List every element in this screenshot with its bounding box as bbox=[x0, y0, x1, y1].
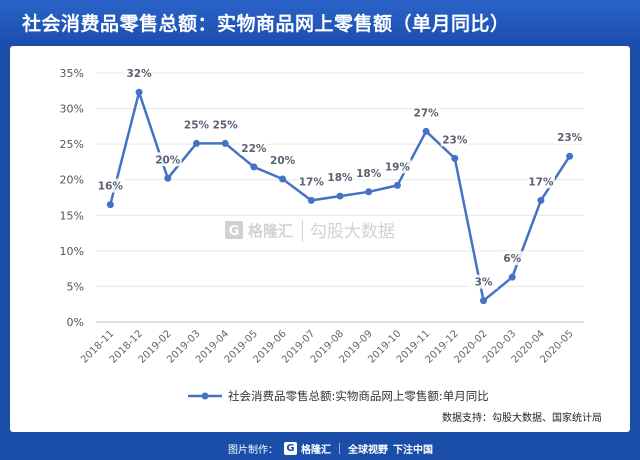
data-point bbox=[508, 273, 516, 281]
legend-label: 社会消费品零售总额:实物商品网上零售额:单月同比 bbox=[228, 389, 489, 403]
data-label: 3% bbox=[475, 277, 493, 289]
x-axis: 2018-112018-122019-022019-032019-042019-… bbox=[79, 328, 576, 365]
watermark-logo-letter: G bbox=[229, 224, 240, 239]
data-label-bg bbox=[211, 117, 240, 132]
data-label-bg bbox=[153, 152, 182, 167]
data-label: 25% bbox=[184, 119, 210, 131]
footer-content: 图片制作： G 格隆汇 全球视野 下注中国 bbox=[228, 440, 433, 456]
y-axis: 0% 5% 10% 15% 20% 25% 30% 35% bbox=[60, 67, 84, 329]
watermark-logo-icon bbox=[225, 221, 243, 239]
data-label: 17% bbox=[299, 176, 325, 188]
data-label: 27% bbox=[414, 107, 440, 119]
data-point bbox=[480, 297, 488, 305]
data-point bbox=[164, 174, 172, 182]
data-label-bg bbox=[440, 132, 469, 147]
data-label: 32% bbox=[126, 68, 152, 80]
data-label: 18% bbox=[356, 168, 382, 180]
series-points bbox=[106, 88, 574, 305]
data-point bbox=[221, 139, 229, 147]
data-label-bg bbox=[498, 251, 527, 266]
y-tick-label: 30% bbox=[60, 103, 84, 116]
data-label-bg bbox=[354, 165, 383, 180]
footer-divider bbox=[339, 442, 340, 454]
data-label: 19% bbox=[385, 161, 411, 173]
data-label: 16% bbox=[98, 181, 124, 193]
data-point bbox=[537, 196, 545, 204]
data-point bbox=[422, 127, 430, 135]
data-label-bg bbox=[96, 178, 125, 193]
data-label: 23% bbox=[557, 132, 583, 144]
data-point bbox=[279, 175, 287, 183]
footer-brand: 格隆汇 bbox=[301, 444, 331, 456]
footer-slogan-b: 下注中国 bbox=[393, 444, 433, 456]
y-tick-label: 20% bbox=[60, 174, 84, 187]
legend-marker-icon bbox=[201, 392, 209, 400]
watermark-divider bbox=[302, 220, 303, 242]
data-label-bg bbox=[268, 153, 297, 168]
data-label-bg bbox=[526, 174, 555, 189]
data-label: 22% bbox=[241, 143, 267, 155]
footer-logo-icon: G bbox=[284, 441, 297, 455]
data-point bbox=[135, 88, 143, 96]
data-point bbox=[106, 201, 114, 209]
data-label: 25% bbox=[213, 119, 239, 131]
footer: 图片制作： G 格隆汇 全球视野 下注中国 bbox=[0, 434, 640, 460]
data-label-bg bbox=[182, 117, 211, 132]
y-tick-label: 25% bbox=[60, 138, 84, 151]
data-label-bg bbox=[555, 130, 584, 145]
chart-panel: 0% 5% 10% 15% 20% 25% 30% 35% 2018-11 2018-12 201… bbox=[10, 46, 630, 432]
y-tick-label: 10% bbox=[60, 245, 84, 258]
y-tick-label: 0% bbox=[67, 316, 84, 329]
y-tick-label: 15% bbox=[60, 209, 84, 222]
data-label-bg bbox=[383, 159, 412, 174]
data-label: 6% bbox=[503, 253, 521, 265]
data-point bbox=[451, 154, 459, 162]
data-label-bg bbox=[412, 105, 441, 120]
source-note: 数据支持：勾股大数据、国家统计局 bbox=[442, 413, 602, 424]
watermark-brand: 格隆汇 bbox=[248, 222, 293, 240]
footer-slogan-a: 全球视野 bbox=[348, 444, 388, 456]
data-point bbox=[566, 152, 574, 160]
data-label: 20% bbox=[270, 155, 296, 167]
data-point bbox=[393, 181, 401, 189]
data-point bbox=[307, 196, 315, 204]
data-label: 20% bbox=[155, 154, 181, 166]
data-label-bg bbox=[326, 170, 354, 185]
data-label: 18% bbox=[327, 172, 353, 184]
title-bar: 社会消费品零售总额：实物商品网上零售额（单月同比） bbox=[0, 0, 640, 44]
watermark-sub: 勾股大数据 bbox=[310, 222, 395, 242]
data-point bbox=[250, 163, 258, 171]
legend: 社会消费品零售总额:实物商品网上零售额:单月同比 bbox=[188, 389, 489, 403]
data-label-bg bbox=[125, 66, 154, 81]
data-point bbox=[365, 188, 373, 196]
data-point bbox=[336, 192, 344, 200]
page-title: 社会消费品零售总额：实物商品网上零售额（单月同比） bbox=[22, 13, 510, 35]
data-label: 23% bbox=[442, 134, 468, 146]
data-labels: 16%32%20%25% 25%22%20%17% 18% 18%19%27%23%3… bbox=[96, 66, 584, 289]
y-tick-label: 5% bbox=[67, 280, 84, 293]
watermark: G 格隆汇 勾股大数据 bbox=[225, 220, 395, 242]
y-tick-label: 35% bbox=[60, 67, 84, 80]
data-label: 17% bbox=[528, 176, 554, 188]
data-label-bg bbox=[239, 140, 268, 155]
data-label-bg bbox=[469, 274, 498, 289]
data-point bbox=[192, 139, 200, 147]
line-chart: 0% 5% 10% 15% 20% 25% 30% 35% 2018-112018-12201… bbox=[60, 66, 584, 403]
data-label-bg bbox=[297, 174, 326, 189]
footer-made-by: 图片制作： bbox=[228, 444, 278, 456]
